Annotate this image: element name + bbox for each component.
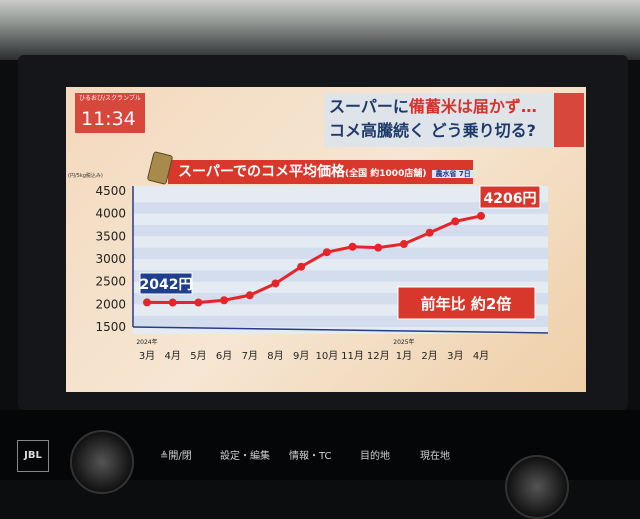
x-tick-label: 6月 bbox=[216, 350, 232, 362]
y-tick-label: 3500 bbox=[95, 229, 126, 243]
channel-label: ひるおび/スクランブル bbox=[79, 95, 141, 102]
headline-line2: コメ高騰続く どう乗り切る? bbox=[329, 121, 536, 140]
year-label: 2025年 bbox=[393, 338, 414, 346]
x-tick-label: 2月 bbox=[421, 350, 437, 362]
x-tick-label: 10月 bbox=[315, 350, 338, 362]
clock: 11:34 bbox=[81, 108, 136, 130]
data-point bbox=[220, 296, 229, 305]
data-point bbox=[477, 211, 485, 220]
data-point bbox=[168, 298, 177, 307]
x-tick-label: 4月 bbox=[473, 350, 489, 362]
grid-band bbox=[133, 225, 548, 237]
chart-source: 農水省 7日 bbox=[432, 170, 474, 178]
end-label-box bbox=[479, 185, 541, 209]
settings-button[interactable]: 設定・編集 bbox=[220, 451, 270, 462]
data-point bbox=[143, 298, 151, 307]
headline-part: スーパーに bbox=[329, 97, 409, 116]
end-label: 4206円 bbox=[484, 191, 537, 207]
x-tick-label: 4月 bbox=[165, 350, 181, 362]
data-point bbox=[348, 242, 357, 251]
time-box: ひるおび/スクランブル 11:34 bbox=[75, 93, 145, 133]
y-tick-label: 2500 bbox=[95, 275, 126, 289]
tv-screen: ひるおび/スクランブル 11:34 スーパーに備蓄米は届かず… コメ高騰続く ど… bbox=[66, 87, 586, 392]
data-point bbox=[271, 279, 280, 288]
current-location-button[interactable]: 現在地 bbox=[420, 451, 450, 462]
x-tick-label: 11月 bbox=[341, 350, 364, 362]
chart-title-main: スーパーでのコメ平均価格 bbox=[178, 164, 346, 180]
x-tick-label: 5月 bbox=[190, 350, 206, 362]
x-tick-label: 9月 bbox=[293, 350, 309, 362]
price-chart: (円/5kg税込み) 1500 2000 2500 3000 3500 4000 4500 3月… bbox=[68, 172, 549, 362]
grid-band bbox=[133, 293, 548, 305]
x-axis bbox=[132, 326, 549, 334]
data-point bbox=[245, 291, 254, 300]
y-tick-label: 1500 bbox=[95, 320, 126, 334]
data-point bbox=[399, 240, 408, 249]
dashboard-trim bbox=[0, 0, 640, 60]
jbl-logo: JBL bbox=[17, 440, 49, 472]
data-point bbox=[322, 248, 331, 257]
y-tick-label: 4500 bbox=[95, 184, 126, 198]
data-point bbox=[451, 217, 460, 226]
grid-band bbox=[133, 270, 548, 282]
grid-band bbox=[133, 247, 548, 259]
y-tick-label: 2000 bbox=[95, 297, 126, 311]
headline-highlight: 備蓄米は届かず… bbox=[408, 97, 537, 116]
x-tick-label: 3月 bbox=[139, 350, 155, 362]
grid-band bbox=[133, 202, 548, 214]
data-point bbox=[297, 262, 306, 271]
y-tick-label: 3000 bbox=[95, 252, 126, 266]
x-tick-label: 3月 bbox=[447, 350, 463, 362]
open-close-button[interactable]: ≜開/閉 bbox=[160, 451, 192, 462]
yoy-badge: 前年比 約2倍 bbox=[421, 295, 512, 313]
x-tick-label: 1月 bbox=[396, 350, 412, 362]
decor-corner bbox=[554, 93, 584, 147]
y-tick-label: 4000 bbox=[95, 207, 126, 221]
tune-knob[interactable] bbox=[505, 455, 569, 519]
data-point bbox=[374, 243, 383, 252]
data-point bbox=[425, 228, 434, 237]
headline: スーパーに備蓄米は届かず… コメ高騰続く どう乗り切る? bbox=[324, 93, 554, 147]
start-label-box bbox=[139, 272, 193, 295]
year-label: 2024年 bbox=[136, 338, 157, 346]
start-label: 2042円 bbox=[140, 277, 193, 293]
x-tick-label: 12月 bbox=[367, 350, 390, 362]
price-line bbox=[146, 214, 482, 305]
x-tick-label: 8月 bbox=[267, 350, 283, 362]
y-axis-label: (円/5kg税込み) bbox=[68, 172, 103, 179]
volume-knob[interactable] bbox=[70, 430, 134, 494]
chart-title: スーパーでのコメ平均価格(全国 約1000店舗) 農水省 7日 bbox=[168, 160, 474, 184]
destination-button[interactable]: 目的地 bbox=[360, 451, 390, 462]
data-point bbox=[194, 298, 203, 307]
grid-band bbox=[133, 315, 548, 327]
badge-box bbox=[397, 286, 536, 320]
chart-title-sub: (全国 約1000店舗) bbox=[345, 169, 427, 179]
info-button[interactable]: 情報・TC bbox=[289, 451, 332, 462]
x-tick-label: 7月 bbox=[242, 350, 258, 362]
